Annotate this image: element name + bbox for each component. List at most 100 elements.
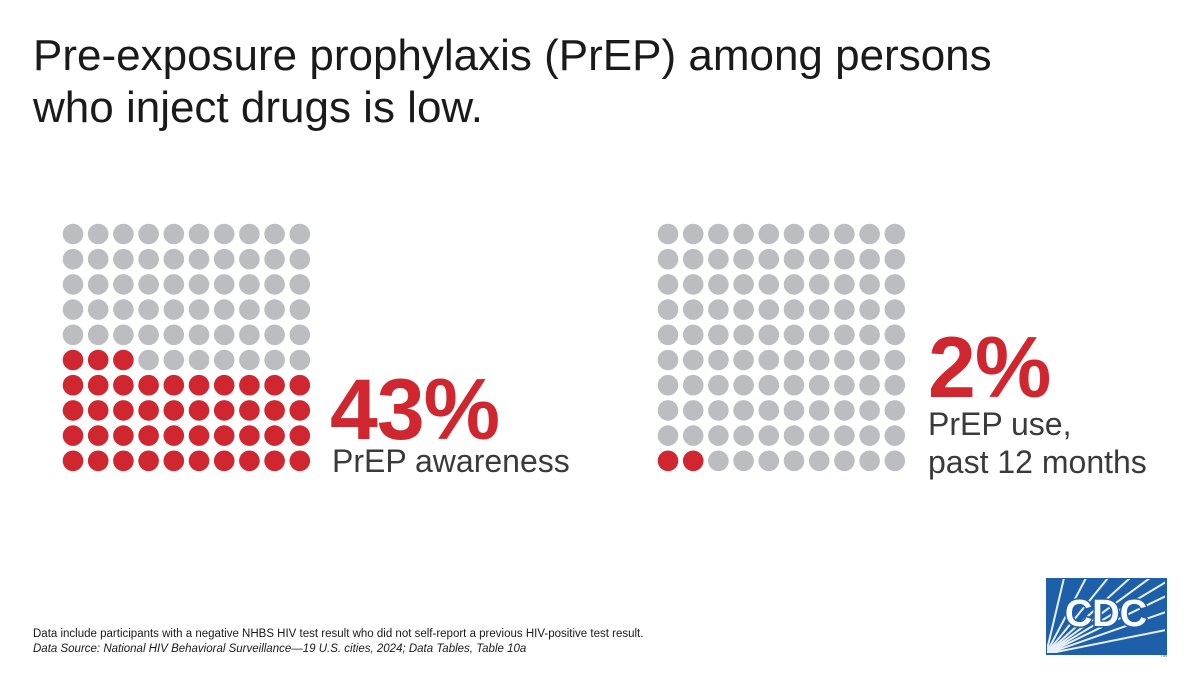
waffle-dot-highlighted xyxy=(62,349,84,371)
waffle-dot xyxy=(62,324,84,346)
waffle-dot xyxy=(884,349,906,371)
waffle-dot xyxy=(834,400,855,421)
waffle-dot xyxy=(859,349,880,371)
waffle-dot xyxy=(188,324,210,346)
waffle-dot-highlighted xyxy=(113,374,134,396)
waffle-dot xyxy=(113,324,134,346)
waffle-dot xyxy=(708,400,729,421)
waffle-dot-highlighted xyxy=(87,374,109,396)
waffle-dot xyxy=(289,274,311,295)
waffle-dot xyxy=(62,299,84,320)
waffle-dot xyxy=(163,223,185,245)
waffle-dot xyxy=(682,248,704,270)
waffle-dot xyxy=(113,299,134,320)
waffle-dot xyxy=(808,274,830,295)
waffle-dot xyxy=(733,374,754,396)
waffle-dot xyxy=(859,274,880,295)
waffle-dot-highlighted xyxy=(113,450,134,472)
waffle-dot xyxy=(808,450,830,472)
waffle-dot xyxy=(113,248,134,270)
waffle-dot xyxy=(733,349,754,371)
waffle-dot xyxy=(783,324,805,346)
waffle-dot xyxy=(884,223,906,245)
waffle-dot xyxy=(682,425,704,446)
waffle-dot xyxy=(213,274,235,295)
waffle-dot xyxy=(264,223,285,245)
waffle-dot xyxy=(834,223,855,245)
waffle-dot xyxy=(87,324,109,346)
waffle-dot-highlighted xyxy=(113,400,134,421)
waffle-dot xyxy=(657,274,679,295)
waffle-svg-prep-use xyxy=(657,223,906,472)
waffle-dot xyxy=(289,248,311,270)
waffle-dot xyxy=(87,223,109,245)
waffle-dot-highlighted xyxy=(657,450,679,472)
waffle-dot xyxy=(783,299,805,320)
waffle-dot xyxy=(808,400,830,421)
waffle-dot-highlighted xyxy=(113,349,134,371)
stat-value-prep-awareness: 43% xyxy=(330,362,500,458)
waffle-dot xyxy=(783,400,805,421)
waffle-dot xyxy=(239,274,260,295)
waffle-dot xyxy=(758,223,780,245)
waffle-dot-highlighted xyxy=(138,425,159,446)
waffle-dot xyxy=(138,299,159,320)
waffle-dot xyxy=(264,299,285,320)
waffle-dot xyxy=(289,324,311,346)
waffle-dot xyxy=(682,324,704,346)
waffle-dot xyxy=(859,248,880,270)
waffle-dot xyxy=(657,374,679,396)
waffle-dot xyxy=(733,400,754,421)
waffle-dot xyxy=(657,299,679,320)
waffle-dot xyxy=(783,349,805,371)
waffle-dot xyxy=(87,299,109,320)
waffle-dot xyxy=(239,324,260,346)
waffle-dot xyxy=(113,274,134,295)
waffle-dot xyxy=(733,223,754,245)
waffle-dot xyxy=(682,349,704,371)
stat-label-prep-awareness-text: PrEP awareness xyxy=(332,443,570,479)
waffle-dot xyxy=(239,299,260,320)
waffle-dot xyxy=(758,274,780,295)
waffle-dot xyxy=(808,374,830,396)
waffle-dot-highlighted xyxy=(87,349,109,371)
footnote: Data include participants with a negativ… xyxy=(33,627,643,657)
waffle-dot xyxy=(758,400,780,421)
waffle-dot xyxy=(884,425,906,446)
waffle-dot xyxy=(289,349,311,371)
waffle-dot xyxy=(884,450,906,472)
waffle-dot xyxy=(188,274,210,295)
waffle-dot xyxy=(239,248,260,270)
waffle-dot-highlighted xyxy=(62,425,84,446)
waffle-dot xyxy=(213,299,235,320)
waffle-dot xyxy=(138,324,159,346)
waffle-dot xyxy=(884,248,906,270)
stat-label-prep-use: PrEP use, past 12 months xyxy=(928,405,1147,481)
waffle-dot-highlighted xyxy=(62,400,84,421)
waffle-dot-highlighted xyxy=(163,374,185,396)
waffle-dot xyxy=(708,450,729,472)
waffle-dot xyxy=(758,349,780,371)
waffle-dot-highlighted xyxy=(239,400,260,421)
waffle-dot xyxy=(657,324,679,346)
waffle-dot xyxy=(138,349,159,371)
waffle-svg-prep-awareness xyxy=(62,223,311,472)
waffle-dot-highlighted xyxy=(163,450,185,472)
footnote-source: Data Source: National HIV Behavioral Sur… xyxy=(33,643,527,655)
waffle-dot xyxy=(163,349,185,371)
waffle-dot xyxy=(289,299,311,320)
waffle-dot-highlighted xyxy=(239,425,260,446)
waffle-dot xyxy=(733,425,754,446)
waffle-dot xyxy=(657,349,679,371)
waffle-dot xyxy=(264,324,285,346)
waffle-dot-highlighted xyxy=(138,374,159,396)
waffle-dot xyxy=(188,248,210,270)
waffle-dot-highlighted xyxy=(213,425,235,446)
waffle-dot xyxy=(708,349,729,371)
waffle-dot-highlighted xyxy=(62,450,84,472)
waffle-dot-highlighted xyxy=(239,450,260,472)
waffle-dot xyxy=(859,223,880,245)
waffle-dot-highlighted xyxy=(682,450,704,472)
waffle-dot-highlighted xyxy=(264,400,285,421)
waffle-dot xyxy=(682,400,704,421)
